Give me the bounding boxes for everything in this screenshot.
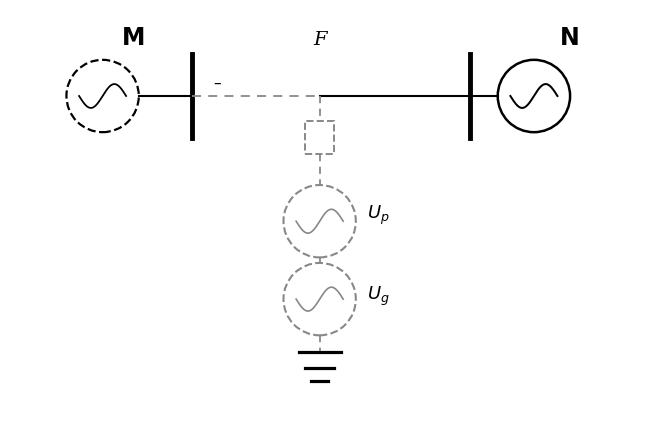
Bar (305, 121, 334, 155)
Text: –: – (213, 76, 220, 91)
Text: M: M (121, 26, 145, 50)
Text: $U_g$: $U_g$ (367, 285, 390, 308)
Text: F: F (313, 31, 327, 49)
Text: $U_p$: $U_p$ (367, 204, 390, 227)
Text: N: N (560, 26, 580, 50)
